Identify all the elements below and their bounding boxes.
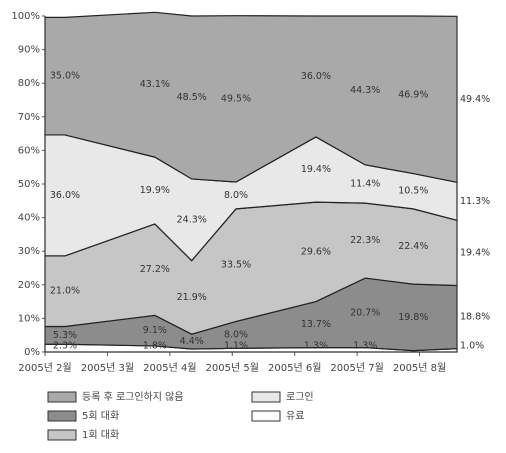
data-label: 1.1% bbox=[224, 341, 248, 352]
data-label: 49.5% bbox=[221, 93, 251, 104]
legend-swatch bbox=[47, 429, 77, 441]
data-label: 46.9% bbox=[398, 89, 428, 100]
y-tick-label: 100% bbox=[11, 11, 40, 22]
data-label: 36.0% bbox=[50, 190, 80, 201]
data-label: 18.8% bbox=[460, 312, 490, 323]
data-label: 36.0% bbox=[301, 71, 331, 82]
y-tick-label: 90% bbox=[18, 45, 40, 56]
data-label: 1.8% bbox=[143, 341, 167, 352]
data-label: 21.9% bbox=[177, 292, 207, 303]
data-label: 9.1% bbox=[143, 325, 167, 336]
data-label: 11.3% bbox=[460, 196, 490, 207]
data-label: 43.1% bbox=[140, 79, 170, 90]
x-tick-label: 2005년 8월 bbox=[393, 362, 446, 374]
data-label: 48.5% bbox=[177, 92, 207, 103]
y-tick-label: 60% bbox=[18, 145, 40, 156]
data-label: 19.8% bbox=[398, 312, 428, 323]
data-label: 1.3% bbox=[304, 341, 328, 352]
y-tick-label: 20% bbox=[18, 280, 40, 291]
data-label: 1.3% bbox=[353, 341, 377, 352]
y-tick-label: 40% bbox=[18, 213, 40, 224]
data-label: 5.3% bbox=[53, 330, 77, 341]
data-label: 8.0% bbox=[224, 329, 248, 340]
data-label: 11.4% bbox=[350, 179, 380, 190]
y-tick-label: 50% bbox=[18, 179, 40, 190]
legend-swatch bbox=[47, 391, 77, 403]
legend-swatch bbox=[47, 410, 77, 422]
data-label: 21.0% bbox=[50, 286, 80, 297]
data-label: 19.4% bbox=[460, 247, 490, 258]
data-label: 44.3% bbox=[350, 85, 380, 96]
data-label: 1.0% bbox=[460, 341, 484, 352]
x-tick-label: 2005년 4월 bbox=[143, 362, 196, 374]
data-label: 22.4% bbox=[398, 241, 428, 252]
y-tick-label: 30% bbox=[18, 246, 40, 257]
legend-swatch bbox=[251, 410, 281, 422]
x-tick-label: 2005년 3월 bbox=[81, 362, 134, 374]
data-label: 33.5% bbox=[221, 260, 251, 271]
legend-label: 유료 bbox=[286, 410, 304, 422]
data-label: 20.7% bbox=[350, 307, 380, 318]
legend-label: 1회 대화 bbox=[82, 429, 119, 441]
x-tick-label: 2005년 7월 bbox=[330, 362, 383, 374]
data-label: 8.0% bbox=[224, 190, 248, 201]
data-label: 13.7% bbox=[301, 319, 331, 330]
y-tick-label: 70% bbox=[18, 112, 40, 123]
data-label: 49.4% bbox=[460, 94, 490, 105]
data-label: 10.5% bbox=[398, 186, 428, 197]
x-tick-label: 2005년 6월 bbox=[268, 362, 321, 374]
y-tick-label: 80% bbox=[18, 78, 40, 89]
x-tick-label: 2005년 5월 bbox=[206, 362, 259, 374]
legend-label: 로그인 bbox=[286, 391, 314, 403]
data-label: 35.0% bbox=[50, 71, 80, 82]
data-label: 2.3% bbox=[53, 341, 77, 352]
legend-label: 5회 대화 bbox=[82, 410, 119, 422]
y-tick-label: 10% bbox=[18, 313, 40, 324]
data-label: 4.4% bbox=[180, 336, 204, 347]
data-label: 19.9% bbox=[140, 185, 170, 196]
data-label: 27.2% bbox=[140, 264, 170, 275]
data-label: 24.3% bbox=[177, 214, 207, 225]
data-label: 22.3% bbox=[350, 235, 380, 246]
data-label: 19.4% bbox=[301, 164, 331, 175]
legend-label: 등록 후 로그인하지 않음 bbox=[82, 390, 184, 403]
legend-swatch bbox=[251, 391, 281, 403]
y-tick-label: 0% bbox=[24, 347, 40, 358]
x-tick-label: 2005년 2월 bbox=[18, 362, 71, 374]
data-label: 29.6% bbox=[301, 246, 331, 257]
